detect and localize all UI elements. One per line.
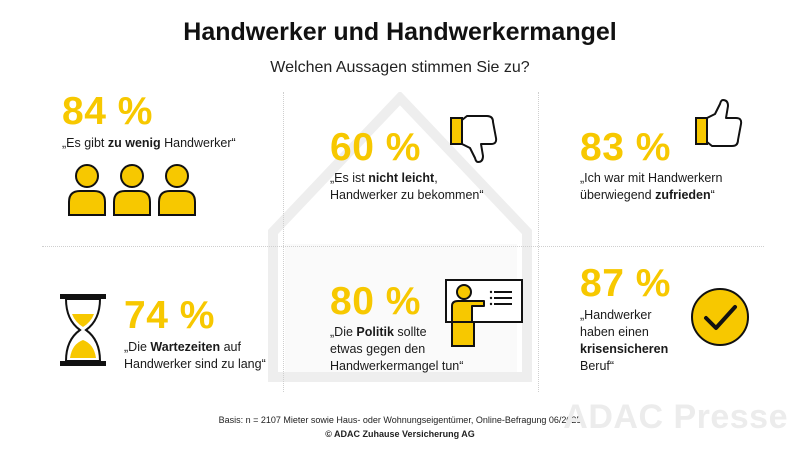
stat-text-crisis-proof: „Handwerker haben einen krisensicheren B…	[580, 308, 669, 373]
checkmark-circle-icon	[691, 288, 749, 346]
stat-text-politics: „Die Politik sollte etwas gegen den Hand…	[330, 325, 464, 373]
stat-text-not-easy: „Es ist nicht leicht, Handwerker zu beko…	[330, 171, 484, 202]
people-icon	[68, 164, 196, 216]
stat-percent-not-easy: 60 %	[330, 126, 421, 169]
stat-percent-wait-times: 74 %	[124, 294, 215, 337]
page-title: Handwerker und Handwerkermangel	[183, 18, 617, 46]
hourglass-icon	[60, 294, 106, 366]
divider-vertical-left	[283, 92, 284, 392]
stat-percent-politics: 80 %	[330, 280, 421, 323]
divider-horizontal	[42, 246, 764, 247]
stat-text-satisfied: „Ich war mit Handwerkern überwiegend zuf…	[580, 171, 723, 202]
stat-text-too-few: „Es gibt zu wenig Handwerker“	[62, 136, 236, 150]
thumbs-down-icon	[450, 115, 498, 163]
divider-vertical-right	[538, 92, 539, 392]
watermark: ADAC Presse	[563, 398, 788, 436]
presenter-board-icon	[445, 279, 523, 347]
stat-percent-satisfied: 83 %	[580, 126, 671, 169]
stat-percent-crisis-proof: 87 %	[580, 262, 671, 305]
footer-basis: Basis: n = 2107 Mieter sowie Haus- oder …	[218, 415, 582, 425]
stat-percent-too-few: 84 %	[62, 90, 153, 133]
thumbs-up-icon	[695, 99, 743, 147]
stat-text-wait-times: „Die Wartezeiten auf Handwerker sind zu …	[124, 340, 266, 371]
footer-copyright: © ADAC Zuhause Versicherung AG	[325, 429, 475, 439]
page-subtitle: Welchen Aussagen stimmen Sie zu?	[270, 59, 530, 76]
